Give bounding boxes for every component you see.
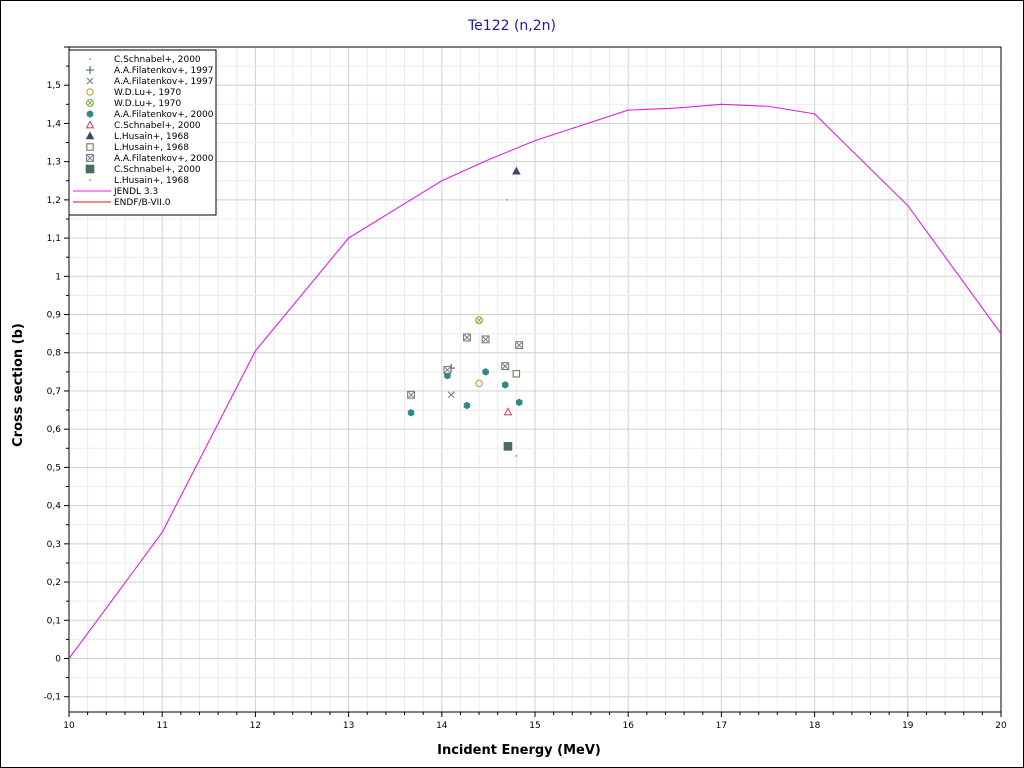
y-tick-label: 0,3 <box>47 540 61 550</box>
legend-label: A.A.Filatenkov+, 1997 <box>114 66 213 76</box>
data-point <box>447 391 455 399</box>
y-tick-label: 1,2 <box>47 196 61 206</box>
data-point <box>515 455 518 457</box>
x-tick-label: 13 <box>343 721 354 731</box>
x-axis-title: Incident Energy (MeV) <box>437 743 601 758</box>
legend-item: A.A.Filatenkov+, 2000 <box>86 110 214 120</box>
data-point <box>506 198 508 201</box>
y-axis-title: Cross section (b) <box>11 323 26 447</box>
legend-item: A.A.Filatenkov+, 1997 <box>86 77 213 87</box>
data-point <box>443 365 452 374</box>
y-tick-label: 0 <box>55 654 61 664</box>
legend-label: W.D.Lu+, 1970 <box>114 88 182 98</box>
legend-label: C.Schnabel+, 2000 <box>114 165 201 175</box>
x-tick-label: 20 <box>995 721 1007 731</box>
data-point <box>444 371 451 380</box>
legend-label: W.D.Lu+, 1970 <box>114 99 182 109</box>
data-point <box>475 316 484 325</box>
legend-item: C.Schnabel+, 2000 <box>89 55 201 65</box>
y-tick-label: 1 <box>55 272 61 282</box>
legend-item: C.Schnabel+, 2000 <box>85 164 201 175</box>
legend-label: A.A.Filatenkov+, 1997 <box>114 77 213 87</box>
legend-item: L.Husain+, 1968 <box>85 131 189 142</box>
data-point <box>512 166 521 175</box>
x-tick-label: 14 <box>436 721 448 731</box>
y-tick-label: 1,5 <box>47 81 61 91</box>
legend-swatch <box>85 120 95 129</box>
legend-swatch <box>86 88 94 96</box>
x-tick-label: 17 <box>716 721 727 731</box>
legend-swatch <box>86 77 94 85</box>
axes: 10 11 12 13 14 15 16 17 18 19 20 -0,1 0 0,1 0,2 0,3 0,4 0… <box>43 46 1007 731</box>
data-point <box>501 362 510 371</box>
y-tick-label: 1,1 <box>47 234 61 244</box>
legend-swatch <box>86 99 94 107</box>
data-point <box>515 398 523 407</box>
legend-swatch <box>89 179 91 181</box>
legend-swatch <box>86 66 94 74</box>
legend-item: A.A.Filatenkov+, 2000 <box>86 154 214 164</box>
legend-label: ENDF/B-VII.0 <box>114 198 171 208</box>
legend-label: A.A.Filatenkov+, 2000 <box>114 154 214 164</box>
legend-label: L.Husain+, 1968 <box>114 143 189 153</box>
legend-label: JENDL 3.3 <box>113 187 158 197</box>
y-tick-label: 0,7 <box>47 387 61 397</box>
data-point <box>501 381 509 389</box>
legend-item: W.D.Lu+, 1970 <box>86 99 182 109</box>
y-tick-label: 1,3 <box>47 158 61 168</box>
legend-item: L.Husain+, 1968 <box>86 143 189 153</box>
y-tick-label: 0,9 <box>47 311 62 321</box>
data-layer <box>68 103 1002 659</box>
y-tick-label: 0,1 <box>47 616 61 626</box>
series-line <box>68 103 1002 659</box>
legend-label: L.Husain+, 1968 <box>114 132 189 142</box>
data-point <box>512 370 521 378</box>
legend-item: L.Husain+, 1968 <box>89 176 189 186</box>
data-point <box>463 333 471 342</box>
legend-label: C.Schnabel+, 2000 <box>114 55 201 65</box>
legend-item: C.Schnabel+, 2000 <box>85 120 201 131</box>
x-tick-label: 11 <box>156 721 167 731</box>
data-point <box>407 409 415 417</box>
legend-swatch <box>86 154 94 162</box>
y-tick-label: -0,1 <box>43 693 61 703</box>
y-tick-label: 0,8 <box>47 349 62 359</box>
y-tick-label: 1,4 <box>47 119 62 129</box>
legend-label: L.Husain+, 1968 <box>114 176 189 186</box>
data-point <box>482 368 489 376</box>
data-point <box>503 442 513 451</box>
legend-swatch <box>89 58 91 60</box>
legend-item: W.D.Lu+, 1970 <box>86 88 182 98</box>
x-tick-label: 10 <box>63 721 75 731</box>
legend-label: C.Schnabel+, 2000 <box>114 121 201 131</box>
x-tick-label: 19 <box>902 721 914 731</box>
data-point <box>481 335 490 344</box>
legend-swatch <box>85 131 95 140</box>
chart-title: Te122 (n,2n) <box>467 18 556 34</box>
data-point <box>503 407 513 416</box>
y-tick-label: 0,5 <box>47 463 61 473</box>
y-tick-label: 0,4 <box>47 502 62 512</box>
legend-swatch <box>86 110 94 118</box>
legend-item: A.A.Filatenkov+, 1997 <box>86 66 213 76</box>
legend-item: JENDL 3.3 <box>73 187 158 197</box>
y-tick-label: 0,2 <box>47 578 61 588</box>
data-point <box>475 379 483 388</box>
legend-swatch <box>86 143 94 151</box>
x-tick-label: 16 <box>622 721 634 731</box>
x-tick-label: 15 <box>529 721 540 731</box>
x-tick-label: 12 <box>250 721 261 731</box>
legend-swatch <box>85 164 95 174</box>
legend-item: ENDF/B-VII.0 <box>73 198 171 208</box>
legend-box <box>68 49 217 216</box>
x-tick-label: 18 <box>809 721 821 731</box>
y-tick-label: 0,6 <box>47 425 62 435</box>
data-point <box>515 341 524 350</box>
data-point <box>463 401 471 410</box>
data-point <box>407 390 415 399</box>
legend-label: A.A.Filatenkov+, 2000 <box>114 110 214 120</box>
